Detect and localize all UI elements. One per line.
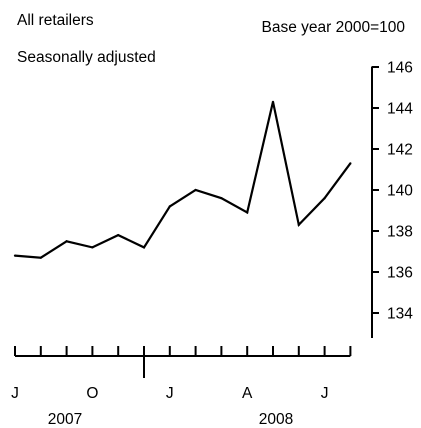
data-point <box>65 240 68 243</box>
y-tick-label: 138 <box>387 224 413 241</box>
data-point <box>271 100 275 103</box>
year-label: 2008 <box>259 411 293 428</box>
series-line <box>14 101 352 259</box>
data-point <box>39 256 42 259</box>
data-point <box>142 246 146 249</box>
y-tick-label: 144 <box>387 101 413 118</box>
data-point <box>220 197 223 200</box>
y-tick-label: 136 <box>387 265 413 282</box>
data-point <box>117 234 120 237</box>
y-axis: 134 136 138 140 142 144 146 <box>371 60 413 338</box>
data-point <box>323 197 326 200</box>
chart-title: All retailers <box>17 12 94 29</box>
data-point <box>194 188 197 192</box>
y-tick-label: 140 <box>387 183 413 200</box>
data-point <box>246 211 249 214</box>
x-tick-label: A <box>242 385 253 402</box>
data-point <box>297 223 300 226</box>
x-axis: J O J A J 2007 2008 <box>11 346 352 428</box>
y-tick-label: 146 <box>387 60 413 77</box>
chart-subtitle: Seasonally adjusted <box>17 49 156 66</box>
y-tick-label: 142 <box>387 142 413 159</box>
year-label: 2007 <box>48 411 82 428</box>
x-tick-label: O <box>86 385 98 402</box>
data-point <box>349 162 352 165</box>
data-point <box>13 254 17 257</box>
data-point <box>91 246 94 249</box>
x-tick-label: J <box>11 385 19 402</box>
x-tick-label: J <box>166 385 174 402</box>
x-tick-label: J <box>321 385 329 402</box>
series-layer <box>13 100 352 259</box>
y-tick-label: 134 <box>387 306 413 323</box>
data-point <box>168 205 171 208</box>
base-year-note: Base year 2000=100 <box>262 19 406 36</box>
